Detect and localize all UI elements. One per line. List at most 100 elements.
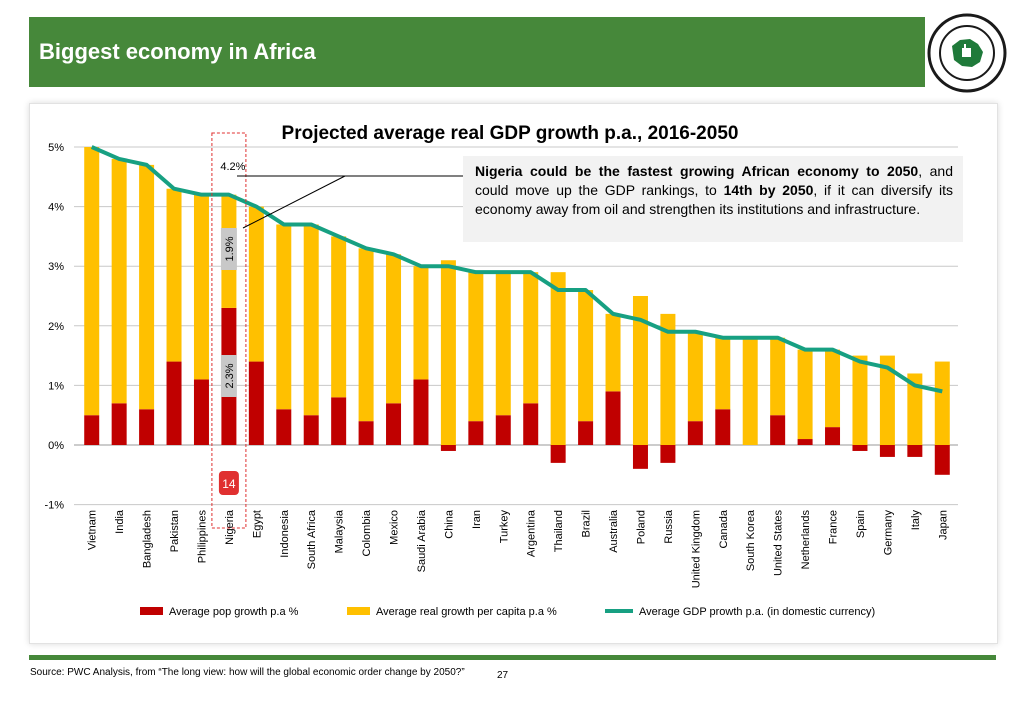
source-note: Source: PWC Analysis, from “The long vie… bbox=[30, 667, 465, 678]
x-tick-label: Bangladesh bbox=[142, 510, 154, 568]
y-tick-label: 4% bbox=[48, 202, 64, 214]
y-tick-label: 0% bbox=[48, 440, 64, 452]
bar-pop-italy bbox=[907, 445, 923, 457]
nigeria-percap-box bbox=[220, 228, 237, 270]
x-tick-label: Turkey bbox=[498, 510, 510, 544]
bar-percap-india bbox=[111, 158, 127, 404]
bar-percap-malaysia bbox=[331, 236, 347, 398]
nigeria-pop-box bbox=[220, 355, 237, 397]
bar-pop-poland bbox=[632, 445, 648, 469]
bar-pop-japan bbox=[934, 445, 950, 475]
bar-percap-france bbox=[825, 349, 841, 428]
nigeria-percap-label: 1.9% bbox=[224, 236, 236, 261]
callout-box: Nigeria could be the fastest growing Afr… bbox=[463, 156, 963, 242]
page-title: Biggest economy in Africa bbox=[39, 39, 316, 64]
bar-pop-thailand bbox=[550, 445, 566, 463]
nigeria-total-label: 4.2% bbox=[220, 161, 245, 173]
header-bar: Biggest economy in Africa bbox=[29, 17, 925, 87]
bar-percap-indonesia bbox=[276, 224, 292, 410]
x-tick-label: Italy bbox=[910, 510, 922, 531]
bar-pop-china bbox=[440, 445, 456, 451]
bar-percap-turkey bbox=[495, 272, 511, 416]
bar-pop-argentina bbox=[523, 403, 539, 445]
bar-pop-bangladesh bbox=[139, 409, 155, 445]
bar-percap-united-kingdom bbox=[687, 331, 703, 422]
bar-percap-egypt bbox=[248, 206, 264, 362]
legend-swatch bbox=[605, 609, 633, 613]
bar-percap-brazil bbox=[578, 290, 594, 422]
bar-percap-italy bbox=[907, 373, 923, 445]
legend-swatch bbox=[140, 607, 163, 615]
bar-pop-brazil bbox=[578, 421, 594, 445]
bar-pop-united-kingdom bbox=[687, 421, 703, 445]
bar-pop-mexico bbox=[386, 403, 402, 445]
x-tick-label: South Korea bbox=[745, 509, 757, 571]
bar-pop-iran bbox=[468, 421, 484, 445]
footer-rule bbox=[29, 655, 996, 660]
page-number: 27 bbox=[497, 670, 509, 681]
bar-percap-germany bbox=[879, 355, 895, 445]
y-tick-label: 3% bbox=[48, 261, 64, 273]
bar-pop-australia bbox=[605, 391, 621, 445]
bar-percap-japan bbox=[934, 361, 950, 445]
x-tick-label: Philippines bbox=[196, 510, 208, 564]
bar-pop-canada bbox=[715, 409, 731, 445]
legend-label: Average real growth per capita p.a % bbox=[376, 606, 557, 618]
bar-pop-germany bbox=[879, 445, 895, 457]
x-tick-label: Mexico bbox=[389, 510, 401, 545]
x-tick-label: Pakistan bbox=[169, 510, 181, 552]
legend-swatch bbox=[347, 607, 370, 615]
x-tick-label: Colombia bbox=[361, 509, 373, 556]
bar-percap-poland bbox=[632, 296, 648, 445]
nigeria-rank-label: 14 bbox=[222, 477, 236, 491]
bar-percap-russia bbox=[660, 313, 676, 445]
bar-pop-colombia bbox=[358, 421, 374, 445]
bar-pop-netherlands bbox=[797, 439, 813, 445]
y-tick-label: 2% bbox=[48, 321, 64, 333]
nipc-logo bbox=[927, 13, 1007, 93]
y-tick-label: 1% bbox=[48, 380, 64, 392]
x-tick-label: Nigeria bbox=[224, 509, 236, 545]
x-tick-label: France bbox=[828, 510, 840, 544]
y-tick-label: 5% bbox=[48, 142, 64, 154]
x-tick-label: Spain bbox=[855, 510, 867, 538]
x-tick-label: Japan bbox=[937, 510, 949, 540]
x-tick-label: India bbox=[114, 509, 126, 534]
x-tick-label: United Kingdom bbox=[690, 510, 702, 588]
x-tick-label: Canada bbox=[718, 509, 730, 548]
y-tick-label: -1% bbox=[44, 500, 64, 512]
bar-percap-south-africa bbox=[303, 224, 319, 416]
bar-percap-australia bbox=[605, 313, 621, 392]
gdp-growth-line bbox=[90, 145, 943, 394]
callout-text: Nigeria could be the fastest growing Afr… bbox=[475, 163, 953, 217]
x-tick-label: Argentina bbox=[526, 509, 538, 557]
chart-title: Projected average real GDP growth p.a., … bbox=[281, 123, 739, 144]
bar-percap-china bbox=[440, 260, 456, 445]
bar-pop-india bbox=[111, 403, 127, 445]
nigeria-pop-label: 2.3% bbox=[224, 363, 236, 388]
legend-label: Average GDP prowth p.a. (in domestic cur… bbox=[639, 606, 875, 618]
bar-percap-spain bbox=[852, 355, 868, 445]
bar-percap-philippines bbox=[193, 194, 209, 380]
bar-pop-egypt bbox=[248, 361, 264, 445]
x-tick-label: Malaysia bbox=[334, 509, 346, 553]
bar-pop-philippines bbox=[193, 379, 209, 445]
nigeria-highlight-box bbox=[211, 132, 247, 529]
x-tick-label: Iran bbox=[471, 510, 483, 529]
x-tick-label: Egypt bbox=[251, 510, 263, 538]
x-tick-label: Indonesia bbox=[279, 509, 291, 558]
bar-percap-iran bbox=[468, 272, 484, 422]
bar-pop-russia bbox=[660, 445, 676, 463]
bar-percap-colombia bbox=[358, 248, 374, 422]
x-tick-label: Poland bbox=[635, 510, 647, 544]
bar-percap-canada bbox=[715, 337, 731, 410]
bar-percap-vietnam bbox=[84, 147, 100, 416]
bar-pop-south-africa bbox=[303, 415, 319, 445]
x-tick-label: Netherlands bbox=[800, 510, 812, 570]
bar-pop-saudi-arabia bbox=[413, 379, 429, 445]
x-tick-label: Brazil bbox=[581, 510, 593, 538]
bar-pop-indonesia bbox=[276, 409, 292, 445]
bar-pop-united-states bbox=[770, 415, 786, 445]
x-tick-label: Germany bbox=[882, 510, 894, 556]
